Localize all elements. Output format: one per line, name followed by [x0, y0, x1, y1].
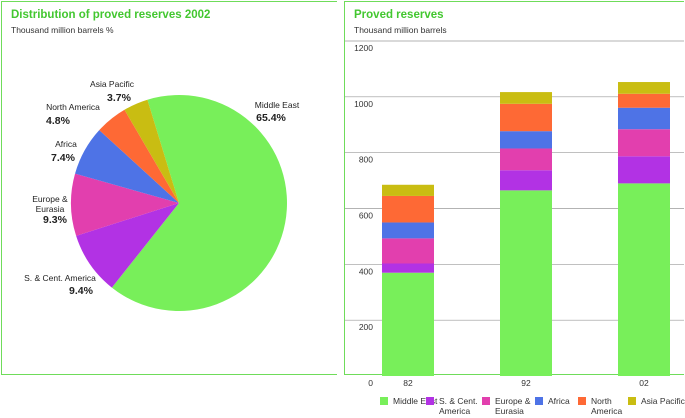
- legend-label-middle-east: Middle East: [393, 396, 438, 406]
- pie-title: Distribution of proved reserves 2002: [11, 9, 211, 21]
- label-name-north-america: North America: [46, 102, 100, 112]
- label-name-s-cent-america: S. & Cent. America: [24, 273, 96, 283]
- legend-swatch-middle-east: [380, 397, 388, 405]
- legend-swatch-north-america: [578, 397, 586, 405]
- legend-swatch-asia-pacific: [628, 397, 636, 405]
- bar-82-s-cent-america: [382, 263, 434, 273]
- bar-02-africa: [618, 107, 670, 130]
- label-name-middle-east: Middle East: [255, 100, 300, 110]
- label-value-s-cent-america: 9.4%: [69, 285, 94, 297]
- label-name-europe-eurasia-line1: Europe &: [32, 194, 68, 204]
- y-tick-800: 800: [359, 155, 373, 165]
- bar-92-s-cent-america: [500, 170, 552, 191]
- x-tick-82: 82: [403, 378, 413, 388]
- pie-panel: Distribution of proved reserves 2002 Tho…: [1, 1, 337, 375]
- x-tick-02: 02: [639, 378, 649, 388]
- bar-82-middle-east: [382, 272, 434, 376]
- y-tick-0: 0: [368, 378, 373, 388]
- label-value-north-america: 4.8%: [46, 115, 71, 127]
- y-tick-1200: 1200: [354, 43, 373, 53]
- y-tick-400: 400: [359, 266, 373, 276]
- pie-subtitle: Thousand million barrels %: [11, 25, 114, 35]
- legend-swatch-s-cent-america: [426, 397, 434, 405]
- y-tick-600: 600: [359, 211, 373, 221]
- bar-02-north-america: [618, 93, 670, 108]
- legend-swatch-africa: [535, 397, 543, 405]
- bar-92-middle-east: [500, 190, 552, 376]
- label-value-africa: 7.4%: [51, 152, 76, 164]
- bar-92-asia-pacific: [500, 92, 552, 104]
- pie-slice-s-cent-america: [76, 203, 179, 288]
- label-name-africa: Africa: [55, 139, 77, 149]
- x-tick-92: 92: [521, 378, 531, 388]
- bar-82-north-america: [382, 195, 434, 223]
- y-tick-1000: 1000: [354, 99, 373, 109]
- bar-82-africa: [382, 222, 434, 239]
- y-tick-200: 200: [359, 322, 373, 332]
- pie-slice-middle-east: [111, 95, 287, 312]
- bar-02-middle-east: [618, 183, 670, 376]
- label-value-europe-eurasia: 9.3%: [43, 214, 68, 226]
- bar-92-north-america: [500, 103, 552, 132]
- legend-label-s-cent-america: S. & Cent. America: [439, 396, 478, 416]
- bar-02-s-cent-america: [618, 156, 670, 184]
- legend-label-north-america: North America: [591, 396, 623, 416]
- bar-92-africa: [500, 131, 552, 149]
- legend-label-africa: Africa: [548, 396, 570, 406]
- label-name-europe-eurasia-line2: Eurasia: [36, 204, 65, 214]
- bar-82-asia-pacific: [382, 184, 434, 196]
- pie-slice-europe-eurasia: [70, 173, 179, 236]
- legend-swatch-europe-eurasia: [482, 397, 490, 405]
- legend-label-europe-eurasia: Europe & Eurasia: [495, 396, 531, 416]
- bar-title: Proved reserves: [354, 9, 444, 21]
- label-value-middle-east: 65.4%: [256, 112, 286, 124]
- label-name-asia-pacific: Asia Pacific: [90, 79, 135, 89]
- bar-02-europe-eurasia: [618, 129, 670, 157]
- pie-slice-north-america: [99, 109, 179, 203]
- bar-82-europe-eurasia: [382, 238, 434, 264]
- pie-chart: Middle East 65.4% S. & Cent. America 9.4…: [24, 79, 300, 312]
- bar-02-asia-pacific: [618, 82, 670, 94]
- bar-subtitle: Thousand million barrels: [354, 25, 447, 35]
- label-value-asia-pacific: 3.7%: [107, 92, 132, 104]
- bar-92-europe-eurasia: [500, 148, 552, 171]
- pie-slice-asia-pacific: [124, 99, 179, 203]
- legend-label-asia-pacific: Asia Pacific: [641, 396, 685, 406]
- pie-slice-africa: [75, 130, 179, 203]
